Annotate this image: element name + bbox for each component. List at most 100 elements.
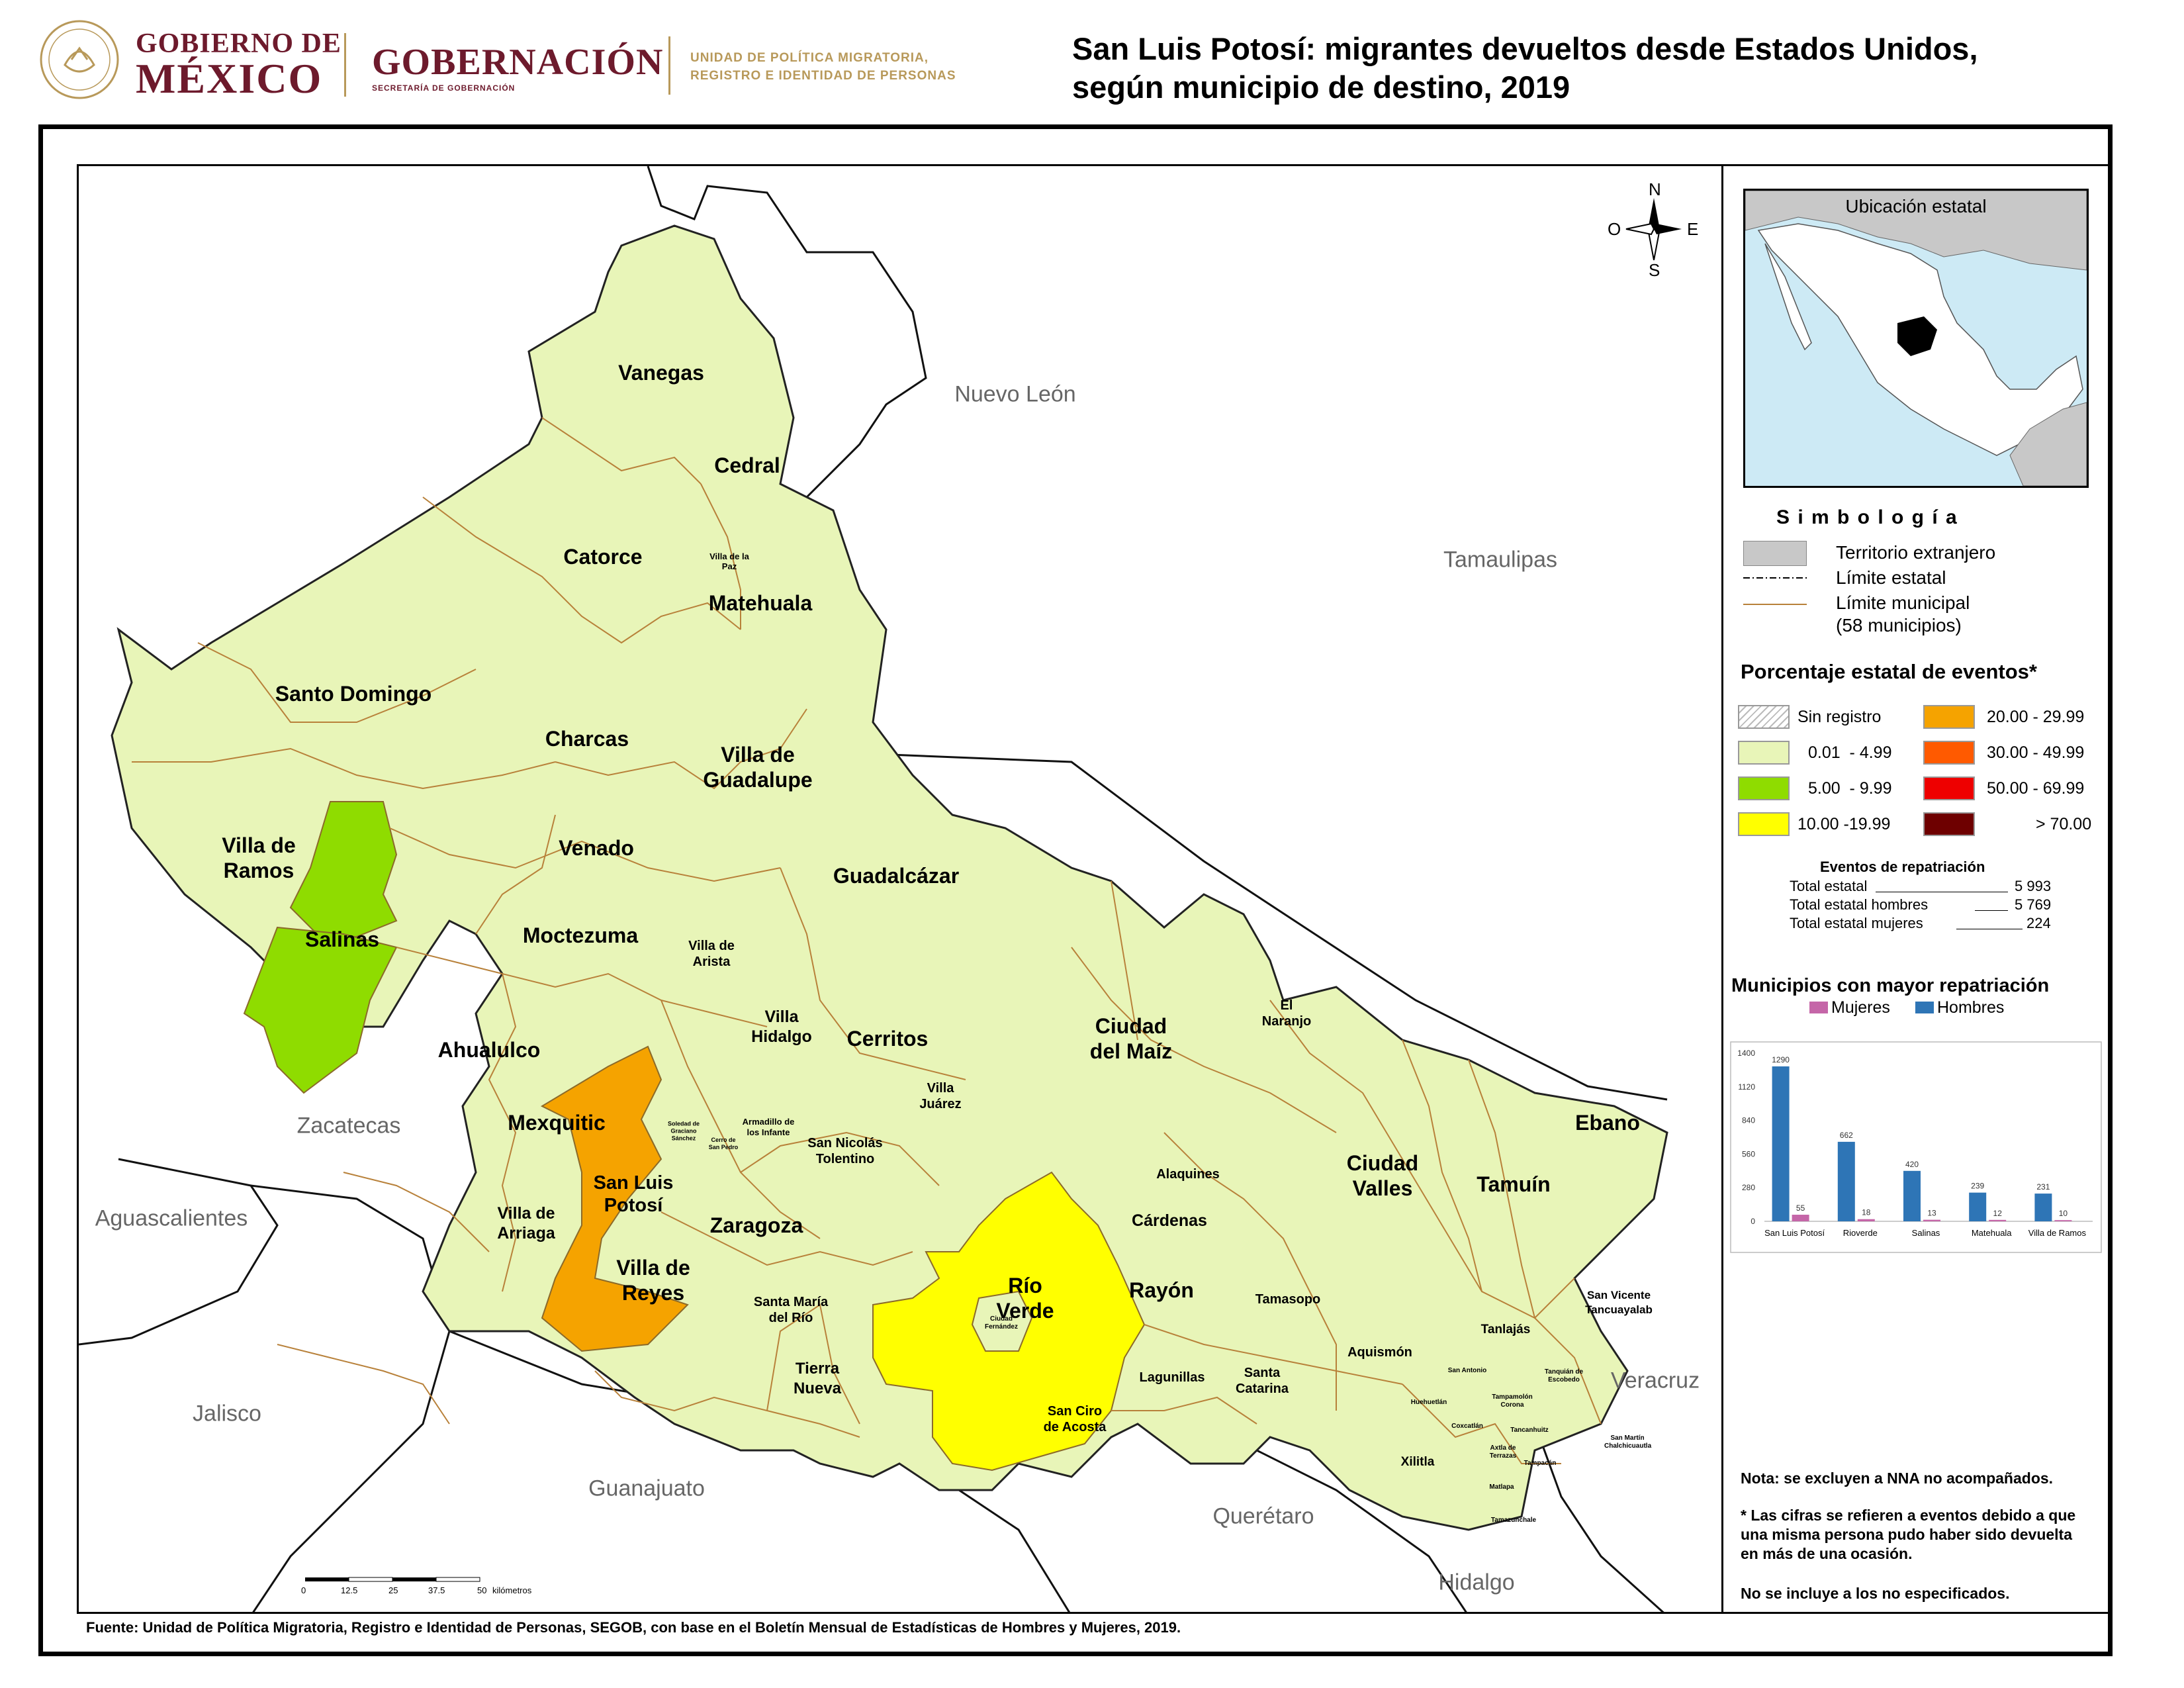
muni-label: Matlapa xyxy=(1489,1483,1514,1491)
x-category-label: San Luis Potosí xyxy=(1764,1228,1825,1238)
chart-title: Municipios con mayor repatriación xyxy=(1731,975,2050,996)
muni-label: Tanlajás xyxy=(1480,1323,1531,1336)
bar-mujeres xyxy=(1923,1219,1940,1221)
swatch-class-2 xyxy=(1738,776,1790,800)
bar-value-label: 55 xyxy=(1796,1203,1805,1213)
bar-value-label: 13 xyxy=(1927,1209,1936,1218)
muni-label: Santa Catarina xyxy=(1235,1366,1289,1396)
neighbor-guanajuato: Guanajuato xyxy=(588,1476,705,1501)
source-footnote: Fuente: Unidad de Política Migratoria, R… xyxy=(86,1619,1181,1636)
bar-mujeres xyxy=(1857,1219,1875,1221)
eventos-title: Eventos de repatriación xyxy=(1820,859,1985,875)
muni-label: Ahualulco xyxy=(437,1038,541,1062)
muni-label: Axtla de Terrazas xyxy=(1489,1444,1517,1460)
header-divider xyxy=(344,33,346,97)
muni-label: Villa de Reyes xyxy=(616,1256,690,1305)
muni-label: Santa María del Río xyxy=(753,1295,829,1325)
neighbor-queretaro: Querétaro xyxy=(1212,1503,1314,1529)
muni-label: Xilitla xyxy=(1400,1455,1435,1469)
muni-label: Villa de Guadalupe xyxy=(703,743,813,792)
swatch-class-5 xyxy=(1923,741,1975,765)
legend-panel: Ubicación estatal S i m b o l o g í a Te… xyxy=(1723,164,2113,1614)
muni-label: Río Verde xyxy=(996,1274,1054,1323)
map-panel: N S O E Nuevo León Tamaulipas Zacatecas … xyxy=(77,164,1723,1614)
unidad-line-1: UNIDAD DE POLÍTICA MIGRATORIA, xyxy=(690,51,929,65)
compass-s: S xyxy=(1649,260,1661,280)
muni-label: Catorce xyxy=(563,545,643,569)
muni-label: Matehuala xyxy=(708,591,813,615)
muni-label: Villa de Arriaga xyxy=(497,1204,555,1243)
bar-value-label: 10 xyxy=(2059,1209,2068,1218)
muni-label: Tamasopo xyxy=(1255,1292,1321,1307)
outer-frame xyxy=(38,124,2113,1656)
nota-3: No se incluye a los no especificados. xyxy=(1741,1585,2010,1602)
muni-label: Cárdenas xyxy=(1132,1211,1207,1230)
bar-mujeres xyxy=(2054,1220,2072,1221)
x-category-label: Salinas xyxy=(1912,1228,1940,1238)
page-title: San Luis Potosí: migrantes devueltos des… xyxy=(1072,30,1978,107)
north-arrow-icon: N S O E xyxy=(1608,179,1700,280)
muni-label: Ciudad del Maíz xyxy=(1089,1014,1173,1063)
municipios-count-label: (58 municipios) xyxy=(1836,615,1962,635)
bar-mujeres xyxy=(1989,1219,2007,1221)
class-label: 0.01 - 4.99 xyxy=(1808,743,1892,762)
compass-e: E xyxy=(1687,219,1699,239)
muni-label: El Naranjo xyxy=(1261,998,1312,1029)
bar-hombres xyxy=(1969,1192,1987,1221)
gobierno-de-label: GOBIERNO DE xyxy=(136,28,341,59)
scale-tick: 12.5 xyxy=(341,1585,358,1595)
y-tick-label: 0 xyxy=(1751,1217,1755,1226)
bar-value-label: 420 xyxy=(1905,1160,1919,1169)
legend-hombres-swatch xyxy=(1915,1002,1934,1013)
muni-label: Rayón xyxy=(1129,1278,1194,1302)
mexico-label: MÉXICO xyxy=(136,55,323,102)
inset-title: Ubicación estatal xyxy=(1845,196,1987,216)
muni-label: Ciudad Fernández xyxy=(984,1315,1018,1331)
class-label: 50.00 - 69.99 xyxy=(1987,779,2085,798)
municipio-san-luis-potosi-highlight xyxy=(540,1045,689,1352)
bar-value-label: 239 xyxy=(1971,1182,1984,1191)
muni-label: San Martín Chalchicuautla xyxy=(1604,1434,1652,1450)
gobernacion-label: GOBERNACIÓN xyxy=(372,42,664,83)
legend-mujeres-swatch xyxy=(1809,1002,1828,1013)
eventos-total-value: 5 993 xyxy=(2015,878,2052,894)
muni-label: Tamuín xyxy=(1477,1172,1551,1196)
municipio-ciudad-fernandez xyxy=(971,1290,1033,1352)
bar-hombres xyxy=(1772,1066,1790,1221)
muni-label: Moctezuma xyxy=(522,923,639,947)
swatch-territorio xyxy=(1743,541,1807,566)
muni-label: Villa de Arista xyxy=(688,939,735,969)
y-tick-label: 1400 xyxy=(1737,1049,1755,1058)
eventos-mujeres-value: 224 xyxy=(2026,915,2051,931)
bar-value-label: 231 xyxy=(2036,1182,2050,1192)
y-tick-label: 840 xyxy=(1742,1116,1755,1125)
muni-label: Tanquián de Escobedo xyxy=(1544,1368,1584,1383)
swatch-class-4 xyxy=(1923,705,1975,729)
x-category-label: Villa de Ramos xyxy=(2028,1228,2087,1238)
line-estatal-icon xyxy=(1743,577,1807,579)
scale-tick: 37.5 xyxy=(428,1585,445,1595)
bar-value-label: 662 xyxy=(1840,1131,1853,1140)
neighbor-aguascalientes: Aguascalientes xyxy=(95,1205,248,1231)
secretaria-label: SECRETARÍA DE GOBERNACIÓN xyxy=(372,83,516,93)
neighbor-tamaulipas: Tamaulipas xyxy=(1443,547,1557,573)
legend-mujeres-label: Mujeres xyxy=(1831,998,1890,1017)
scale-tick: 25 xyxy=(388,1585,398,1595)
bar-chart: 0 280 560 840 1120 1400 1290 55 San Luis Potosí 6… xyxy=(1730,1041,2102,1253)
y-tick-label: 1120 xyxy=(1738,1082,1755,1092)
bar-mujeres xyxy=(1792,1215,1809,1221)
muni-label: Cerro de San Pedro xyxy=(708,1137,739,1150)
swatch-class-7 xyxy=(1923,812,1975,836)
compass-n: N xyxy=(1649,179,1661,199)
title-line-1: San Luis Potosí: migrantes devueltos des… xyxy=(1072,31,1978,66)
neighbor-hidalgo: Hidalgo xyxy=(1438,1570,1515,1595)
legend-hombres-label: Hombres xyxy=(1937,998,2005,1017)
muni-label: Villa de la Paz xyxy=(709,551,749,571)
muni-label: Ebano xyxy=(1575,1111,1640,1135)
muni-label: Villa Juárez xyxy=(919,1081,962,1111)
muni-label: San Antonio xyxy=(1447,1367,1487,1374)
header-divider-2 xyxy=(668,36,670,95)
bar-hombres xyxy=(2034,1194,2052,1221)
muni-label: Villa de Ramos xyxy=(222,833,296,882)
x-category-label: Matehuala xyxy=(1972,1228,2012,1238)
